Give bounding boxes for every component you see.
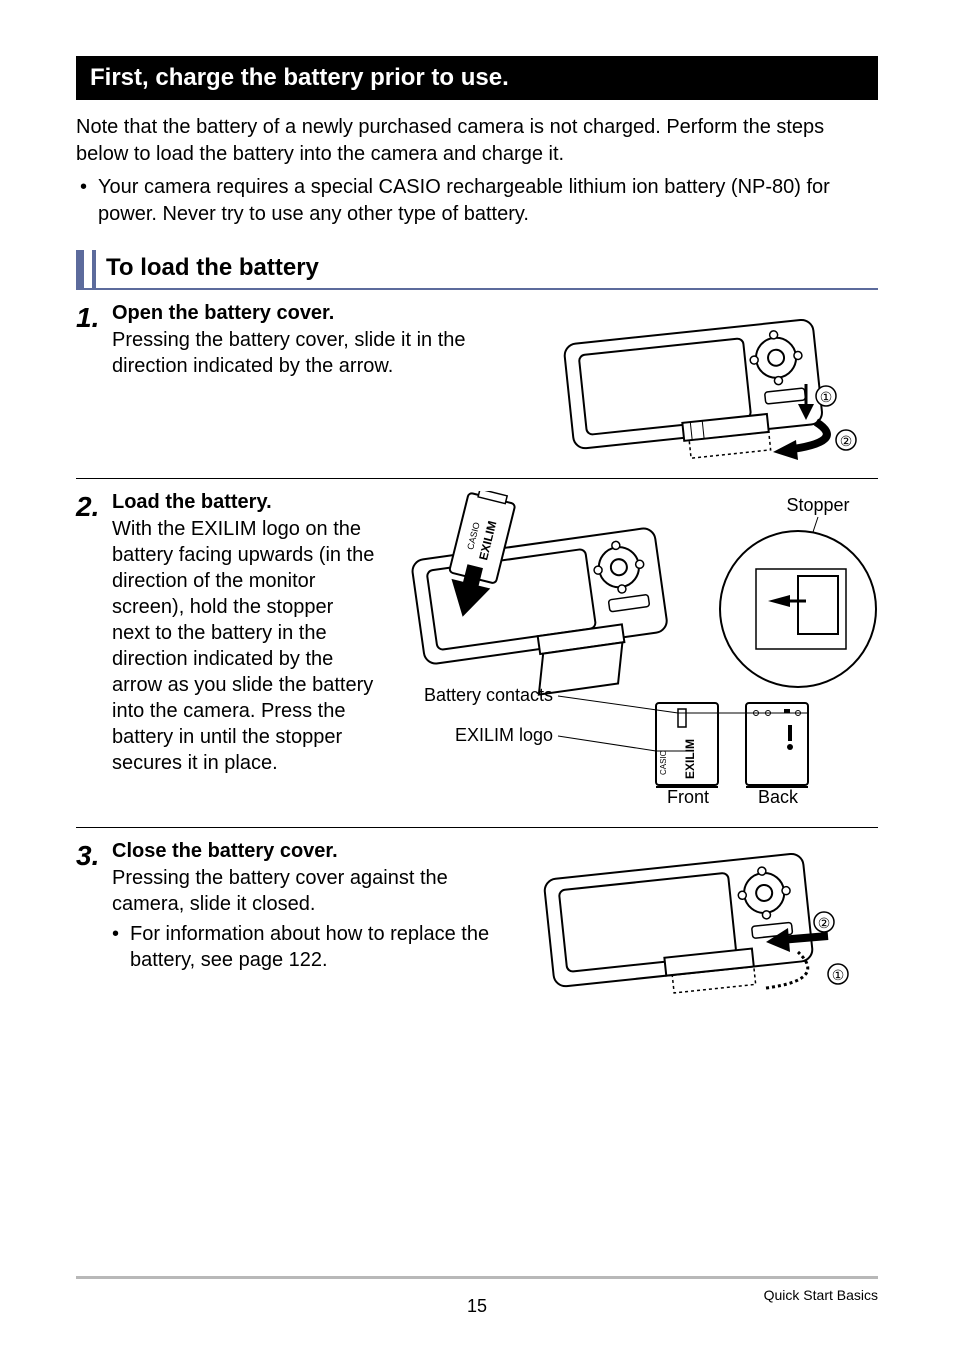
svg-text:①: ① <box>820 389 833 405</box>
label-exilim-logo: EXILIM logo <box>455 725 553 745</box>
divider-1 <box>76 478 878 479</box>
step-1-number: 1. <box>76 302 112 332</box>
step-3-row: 3. Close the battery cover. Pressing the… <box>76 840 878 1000</box>
subheader-text: To load the battery <box>106 250 319 288</box>
intro-bullet-text: Your camera requires a special CASIO rec… <box>98 174 878 228</box>
figure-open-cover: ① ② <box>548 302 878 462</box>
label-contacts: Battery contacts <box>424 685 553 705</box>
svg-text:②: ② <box>840 433 853 449</box>
svg-text:EXILIM: EXILIM <box>683 739 697 779</box>
step-3: 3. Close the battery cover. Pressing the… <box>76 840 516 973</box>
step-2-text: 2. Load the battery. With the EXILIM log… <box>76 491 388 786</box>
step-3-bullet-text: For information about how to replace the… <box>130 921 516 973</box>
svg-text:②: ② <box>818 915 831 931</box>
step-3-number: 3. <box>76 840 112 870</box>
step-2: 2. Load the battery. With the EXILIM log… <box>76 491 376 776</box>
bullet-dot: • <box>112 921 130 973</box>
step-3-desc: Pressing the battery cover against the c… <box>112 865 516 917</box>
step-1: 1. Open the battery cover. Pressing the … <box>76 302 536 379</box>
divider-2 <box>76 827 878 828</box>
figure-close-cover: ② ① <box>528 840 878 1000</box>
step-2-number: 2. <box>76 491 112 521</box>
subheader-bar <box>76 250 84 288</box>
label-stopper: Stopper <box>786 495 849 515</box>
intro-paragraph: Note that the battery of a newly purchas… <box>76 114 878 168</box>
bullet-dot: • <box>80 174 98 228</box>
subheader-bar2 <box>92 250 96 288</box>
footer-line <box>76 1276 878 1279</box>
footer-page-number: 15 <box>0 1296 954 1317</box>
step-1-title: Open the battery cover. <box>112 302 536 325</box>
label-back: Back <box>758 787 799 807</box>
figure-load-battery: Stopper <box>388 491 878 811</box>
step-2-desc: With the EXILIM logo on the battery faci… <box>112 516 376 776</box>
section-header: First, charge the battery prior to use. <box>76 56 878 100</box>
page: First, charge the battery prior to use. … <box>0 0 954 1357</box>
svg-text:①: ① <box>832 967 845 983</box>
step-2-row: 2. Load the battery. With the EXILIM log… <box>76 491 878 811</box>
step-3-title: Close the battery cover. <box>112 840 516 863</box>
step-1-row: 1. Open the battery cover. Pressing the … <box>76 302 878 462</box>
subheader: To load the battery <box>76 250 878 290</box>
step-1-text: 1. Open the battery cover. Pressing the … <box>76 302 548 389</box>
step-3-text: 3. Close the battery cover. Pressing the… <box>76 840 528 983</box>
svg-text:CASIO: CASIO <box>659 750 668 775</box>
label-front: Front <box>667 787 709 807</box>
step-2-title: Load the battery. <box>112 491 376 514</box>
intro-bullet: • Your camera requires a special CASIO r… <box>80 174 878 228</box>
step-3-bullet: • For information about how to replace t… <box>112 921 516 973</box>
step-1-desc: Pressing the battery cover, slide it in … <box>112 327 536 379</box>
